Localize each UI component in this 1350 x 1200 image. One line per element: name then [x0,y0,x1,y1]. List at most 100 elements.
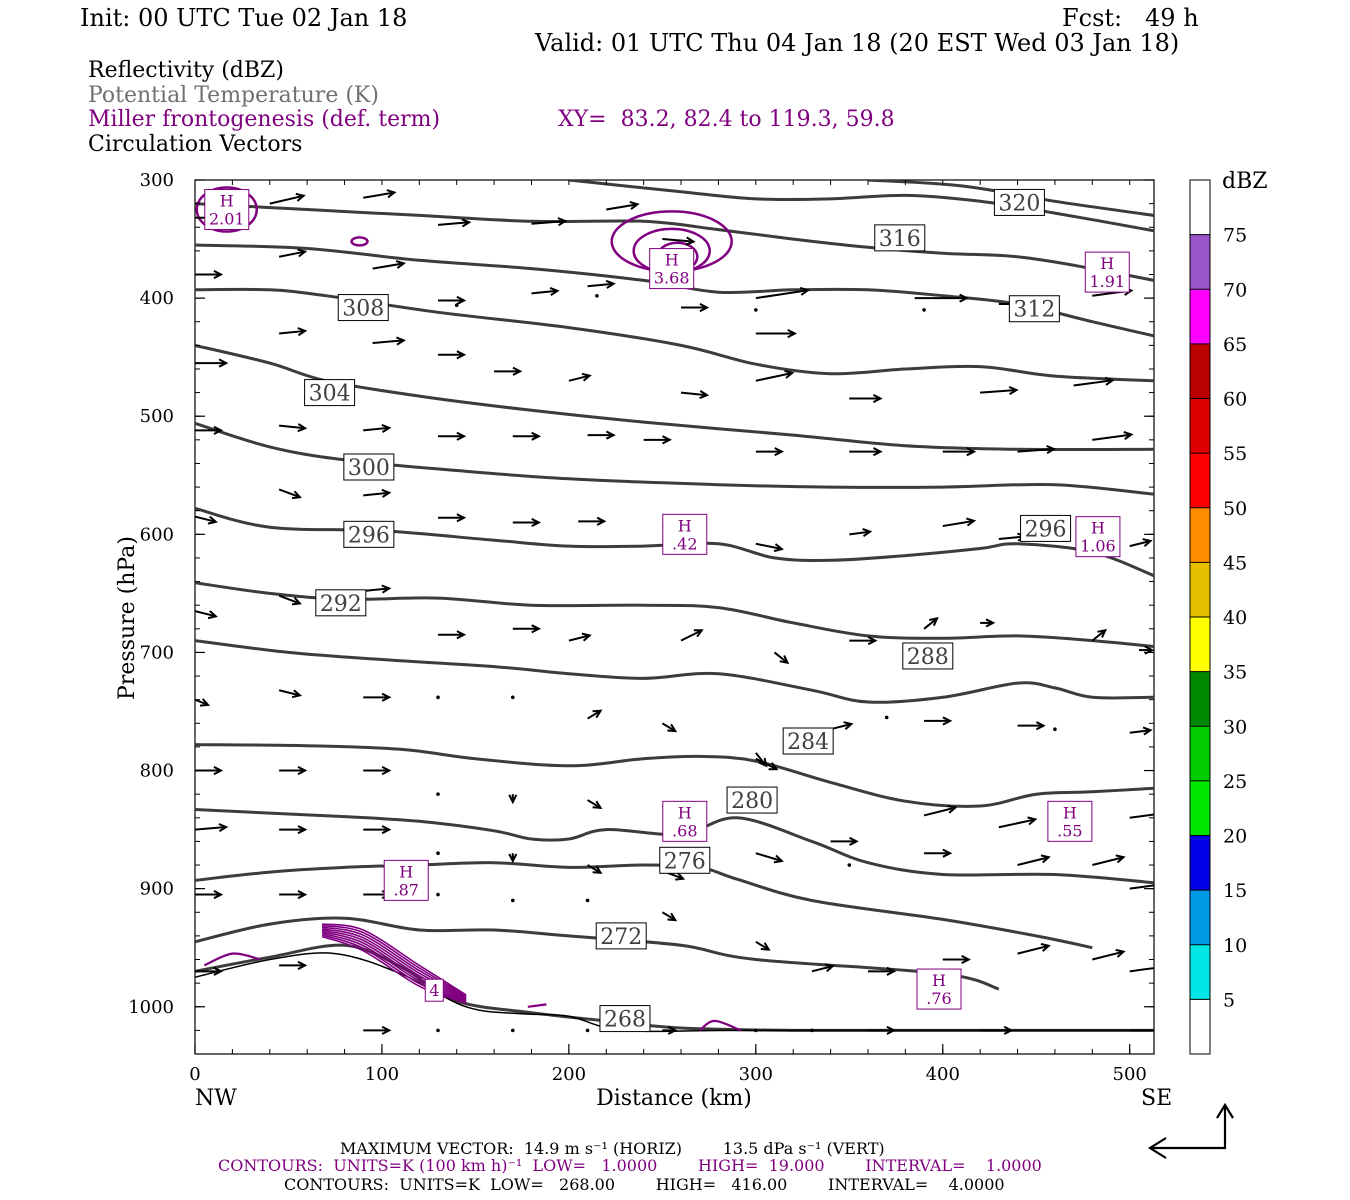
svg-text:H: H [1100,254,1114,273]
circulation-vector [755,286,810,300]
svg-text:.76: .76 [926,989,951,1008]
theta-label: 308 [337,294,389,322]
circulation-vector [1017,943,1051,955]
svg-text:272: 272 [600,925,642,950]
circulation-vector [363,423,392,433]
circulation-vector [1129,967,1154,973]
fronto-max-label: H.76 [916,968,962,1010]
fronto-max-label: H.55 [1047,800,1093,842]
circulation-vector [363,189,397,199]
colorbar-label: 40 [1223,607,1247,629]
svg-text:2.01: 2.01 [209,210,245,229]
circulation-vector [578,516,607,526]
circulation-vector [884,715,889,720]
circulation-vector [531,217,568,227]
fronto-max-label: H3.68 [649,248,695,290]
fronto-contour [321,931,467,1001]
circulation-vector [195,515,218,525]
theta-label: 296 [1020,514,1072,542]
terrain-line [195,952,1154,1033]
circulation-vector [754,1028,758,1033]
circulation-vector [923,617,939,630]
colorbar-segment [1190,289,1210,344]
svg-text:H: H [1063,803,1077,822]
circulation-vector [1129,538,1153,548]
circulation-vector [195,425,224,435]
circulation-vector [923,804,958,817]
circulation-vector [363,692,392,702]
theta-label: 292 [315,589,367,617]
circulation-vector [811,963,835,973]
circulation-vector [279,960,308,970]
svg-text:292: 292 [320,592,362,617]
theta-label: 300 [343,453,395,481]
circulation-vector [849,447,883,457]
circulation-vector [363,1025,392,1035]
circulation-vector [1017,854,1051,866]
colorbar-label: 65 [1223,334,1247,356]
circulation-vector [512,431,542,441]
circulation-vector [587,709,603,720]
y-tick-label: 300 [140,170,174,191]
circulation-vector [942,517,977,528]
svg-text:H: H [678,516,692,535]
colorbar-segment [1190,835,1210,891]
theta-contour-308 [195,287,1154,383]
x-tick-label: 100 [365,1064,399,1085]
colorbar: 5 10 15 20 25 30 35 40 45 50 55 60 65 70 75 [1189,179,1247,1055]
theta-label: 272 [595,922,647,950]
theta-contour-272 [195,916,1000,991]
circulation-vector [510,1028,515,1033]
svg-text:1.06: 1.06 [1080,537,1116,556]
circulation-vector [998,816,1038,829]
circulation-vector [436,851,440,856]
circulation-vector [436,695,440,700]
x-tick-label: 0 [189,1064,200,1085]
y-tick-label: 700 [140,642,174,663]
svg-text:1.91: 1.91 [1089,272,1125,291]
circulation-vector [510,898,515,903]
circulation-vector [980,1025,1014,1035]
circulation-vector [755,940,771,951]
circulation-vector [508,794,518,805]
svg-text:312: 312 [1013,298,1055,323]
colorbar-segment [1190,671,1210,727]
circulation-vector [372,336,407,346]
colorbar-label: 55 [1223,443,1247,465]
circulation-vector [372,260,406,270]
circulation-vector [587,799,603,810]
svg-text:H: H [678,803,692,822]
circulation-vector [195,610,218,620]
y-tick-label: 500 [140,406,174,427]
circulation-vector [680,629,704,642]
circulation-vector [942,955,972,964]
fronto-max-label: H1.91 [1084,251,1130,293]
circulation-vector [438,513,467,523]
theta-contour-300 [195,421,1154,496]
circulation-vector [847,863,852,867]
circulation-vector [531,286,560,296]
fronto-contour [195,186,259,233]
circulation-vector [279,327,308,337]
field-potential-temperature: Potential Temperature (K) [88,83,379,108]
svg-text:288: 288 [907,645,949,670]
colorbar-label: 30 [1223,716,1247,738]
colorbar-label: 35 [1223,662,1247,684]
fronto-contour [321,923,467,996]
circulation-vector [587,430,616,440]
circulation-vector [661,911,678,922]
circulation-vector [830,721,854,731]
fronto-max-label: H.42 [662,513,708,555]
circulation-vector [1129,884,1154,890]
theta-label: 304 [304,379,356,407]
field-circulation-vectors: Circulation Vectors [88,132,302,157]
circulation-vector [773,651,790,665]
fronto-contour [321,934,467,1003]
theta-contour-316 [195,202,1154,282]
circulation-vector [512,518,542,527]
x-tick-label: 500 [1113,1064,1147,1085]
fronto-max-label: H1.06 [1075,516,1121,558]
circulation-vector [755,329,797,339]
circulation-vector [195,698,211,707]
circulation-vector [755,447,784,457]
